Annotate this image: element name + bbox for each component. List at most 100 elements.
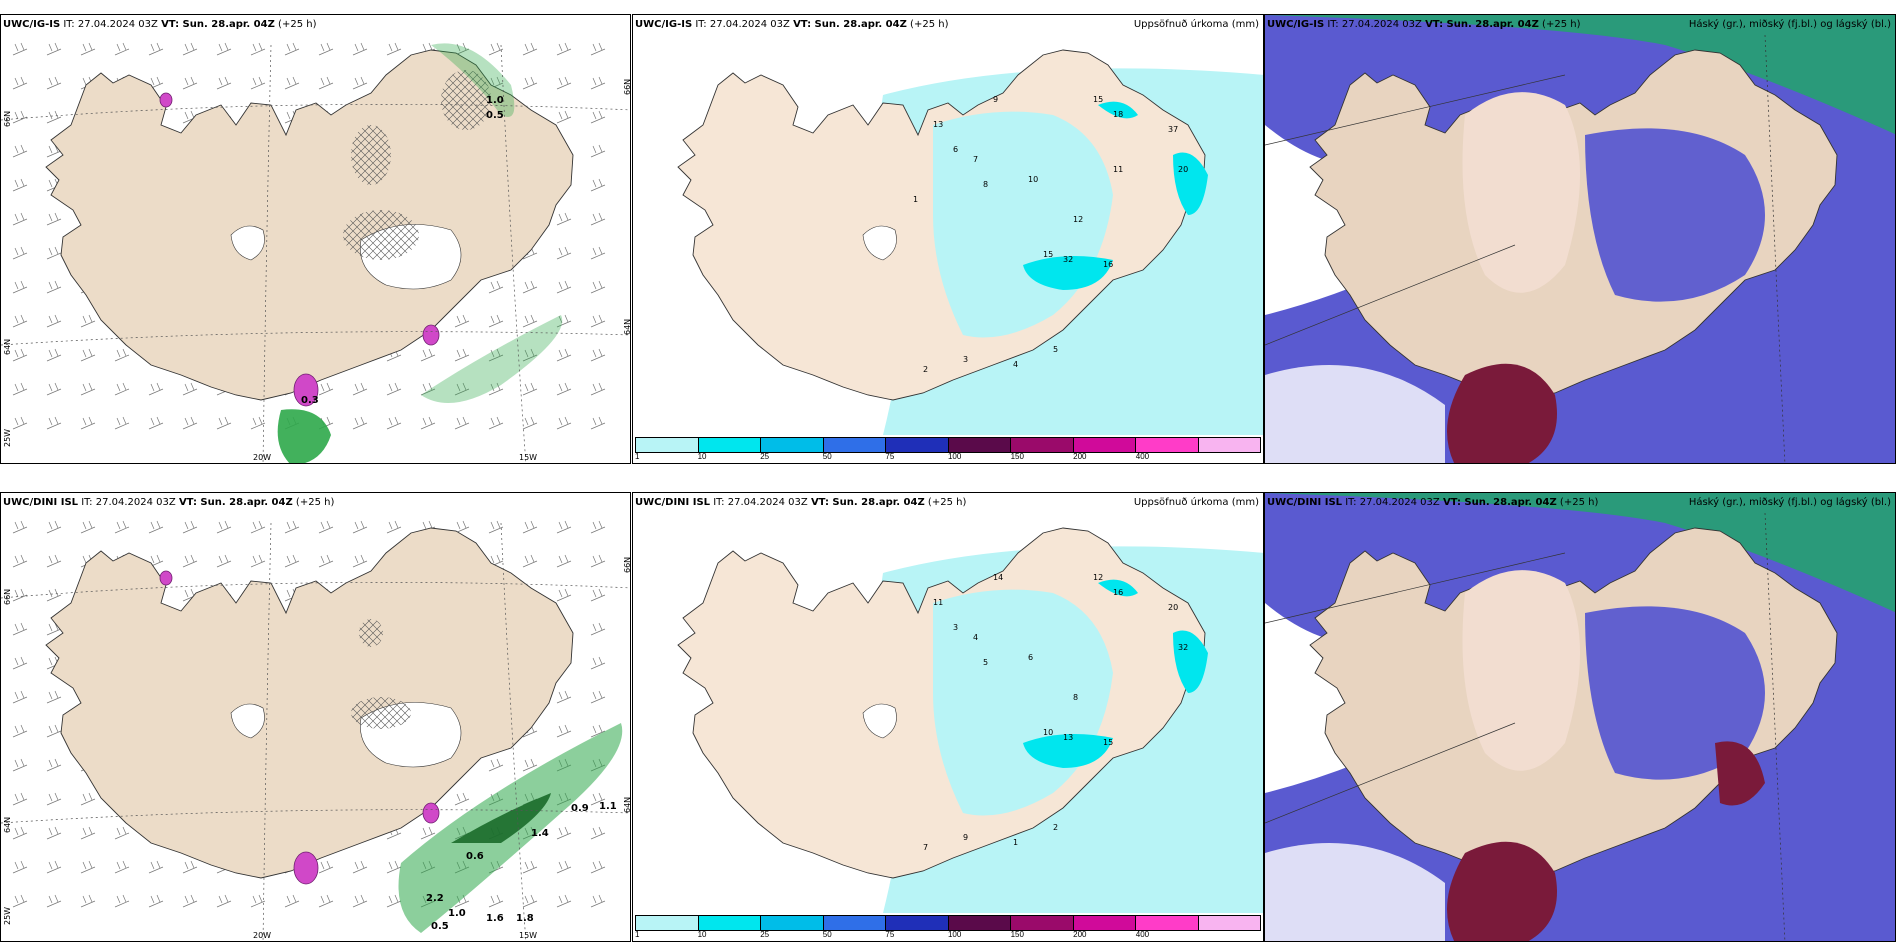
- snow-label: 1.6: [486, 913, 504, 924]
- colorbar-swatch: [823, 438, 886, 452]
- panel-header: UWC/DINI ISL IT: 27.04.2024 03Z VT: Sun.…: [1267, 497, 1598, 508]
- lat-label-66n-right: 66N: [623, 556, 631, 573]
- colorbar-swatch: [1073, 916, 1136, 930]
- precip-value-label: 6: [1028, 653, 1034, 662]
- colorbar-tick: 200: [1073, 452, 1087, 461]
- colorbar-swatch: [1136, 916, 1199, 930]
- precip-value-label: 5: [1053, 345, 1059, 354]
- precip-value-label: 9: [993, 95, 999, 104]
- valid-time: VT: Sun. 28.apr. 04Z: [1442, 497, 1557, 508]
- precip-map: [633, 15, 1263, 463]
- panel-title: Háský (gr.), miðský (fj.bl.) og lágský (…: [1688, 19, 1891, 30]
- precip-value-label: 1: [1013, 838, 1019, 847]
- colorbar-swatch: [948, 916, 1011, 930]
- snow-label: 1.0: [486, 95, 504, 106]
- init-time: IT: 27.04.2024 03Z: [695, 19, 790, 30]
- precip-value-label: 8: [983, 180, 989, 189]
- colorbar-ticks: 1 10 25 50 75 100 150 200 400: [635, 930, 1261, 940]
- colorbar-tick: 75: [885, 930, 895, 939]
- init-time: IT: 27.04.2024 03Z: [1345, 497, 1440, 508]
- snow-label: 0.9: [571, 803, 589, 814]
- panel-header: UWC/DINI ISL IT: 27.04.2024 03Z VT: Sun.…: [635, 497, 966, 508]
- colorbar-tick: [1198, 452, 1261, 462]
- colorbar-swatches: [635, 915, 1261, 931]
- snow-label: 0.5: [431, 921, 449, 932]
- precip-map: [633, 493, 1263, 941]
- precip-value-label: 12: [1093, 573, 1104, 582]
- precip-value-label: 15: [1043, 250, 1054, 259]
- precip-value-label: 32: [1063, 255, 1074, 264]
- precip-value-label: 37: [1168, 125, 1179, 134]
- valid-time: VT: Sun. 28.apr. 04Z: [178, 497, 293, 508]
- model-name: UWC/IG-IS: [3, 19, 61, 30]
- precip-value-label: 12: [1073, 215, 1084, 224]
- colorbar: 1 10 25 50 75 100 150 200 400: [633, 913, 1263, 941]
- colorbar-swatch: [1198, 438, 1260, 452]
- colorbar-swatch: [1136, 438, 1199, 452]
- lead-time: (+25 h): [1559, 497, 1599, 508]
- precip-value-label: 1: [913, 195, 919, 204]
- snow-label: 0.3: [301, 395, 319, 406]
- panel-header: UWC/DINI ISL IT: 27.04.2024 03Z VT: Sun.…: [3, 497, 334, 508]
- snow-label: 1.8: [516, 913, 534, 924]
- colorbar-tick: 50: [822, 930, 832, 939]
- snow-label: 2.2: [426, 893, 444, 904]
- model-name: UWC/IG-IS: [635, 19, 693, 30]
- colorbar-tick: 150: [1010, 930, 1024, 939]
- colorbar-tick: 25: [760, 930, 770, 939]
- precip-value-label: 9: [963, 833, 969, 842]
- precip-value-label: 8: [1073, 693, 1079, 702]
- panel-title: Háský (gr.), miðský (fj.bl.) og lágský (…: [1688, 497, 1891, 508]
- snow-label: 1.1: [599, 801, 617, 812]
- precip-value-label: 3: [963, 355, 969, 364]
- colorbar-swatch: [761, 438, 824, 452]
- cloud-map: [1265, 15, 1895, 463]
- lat-label-64n: 64N: [3, 338, 12, 355]
- colorbar-tick: 400: [1135, 452, 1150, 461]
- colorbar-swatch: [948, 438, 1011, 452]
- lead-time: (+25 h): [278, 19, 317, 30]
- panel-1: 1.0 0.5 0.3 66N 64N 25W 20W 15W 66N 64N UWC/IG-IS …: [0, 14, 631, 464]
- precip-value-label: 10: [1028, 175, 1039, 184]
- panel-5: 14 11 12 16 32 20 13 15 10 8 6 5 4 3 2 1 9 7 1 10 25 50 75 100 1…: [632, 492, 1264, 942]
- colorbar-tick: 10: [697, 452, 707, 461]
- precip-value-label: 32: [1178, 643, 1189, 652]
- panel-title: Uppsöfnuð úrkoma (mm): [1133, 497, 1259, 508]
- lat-label-64n: 64N: [3, 816, 12, 833]
- colorbar-tick: [1198, 930, 1261, 940]
- colorbar-swatches: [635, 437, 1261, 453]
- panel-header: UWC/IG-IS IT: 27.04.2024 03Z VT: Sun. 28…: [1267, 19, 1580, 30]
- precip-value-label: 14: [993, 573, 1004, 582]
- lead-time: (+25 h): [927, 497, 967, 508]
- colorbar-tick: 1: [635, 930, 640, 939]
- precip-value-label: 6: [953, 145, 959, 154]
- colorbar-swatch: [886, 916, 949, 930]
- colorbar-swatch: [636, 916, 699, 930]
- colorbar-swatch: [698, 916, 761, 930]
- colorbar-tick: 400: [1135, 930, 1150, 939]
- panel-2: 9 13 15 18 20 37 32 16 15 12 10 8 7 6 5 4 3 2 1 11 1 10 25 50 75…: [632, 14, 1264, 464]
- colorbar-ticks: 1 10 25 50 75 100 150 200 400: [635, 452, 1261, 462]
- init-time: IT: 27.04.2024 03Z: [713, 497, 808, 508]
- lat-label-66n: 66N: [3, 110, 12, 127]
- wind-snow-map: [1, 493, 630, 941]
- model-name: UWC/DINI ISL: [3, 497, 79, 508]
- snow-label: 0.5: [486, 110, 504, 121]
- model-name: UWC/IG-IS: [1267, 19, 1325, 30]
- colorbar-swatch: [1011, 438, 1074, 452]
- valid-time: VT: Sun. 28.apr. 04Z: [793, 19, 907, 30]
- colorbar-tick: 100: [947, 452, 962, 461]
- precip-value-label: 4: [1013, 360, 1019, 369]
- init-time: IT: 27.04.2024 03Z: [1327, 19, 1422, 30]
- precip-value-label: 15: [1103, 738, 1114, 747]
- precip-value-label: 15: [1093, 95, 1104, 104]
- lon-label-20w: 20W: [253, 931, 272, 940]
- panel-3: UWC/IG-IS IT: 27.04.2024 03Z VT: Sun. 28…: [1264, 14, 1896, 464]
- panel-6: UWC/DINI ISL IT: 27.04.2024 03Z VT: Sun.…: [1264, 492, 1896, 942]
- lat-label-64n-right: 64N: [623, 796, 631, 813]
- model-name: UWC/DINI ISL: [635, 497, 711, 508]
- lon-label-15w: 15W: [519, 931, 538, 940]
- precip-value-label: 13: [933, 120, 944, 129]
- lon-label-25w: 25W: [3, 428, 12, 447]
- precip-value-label: 4: [973, 633, 979, 642]
